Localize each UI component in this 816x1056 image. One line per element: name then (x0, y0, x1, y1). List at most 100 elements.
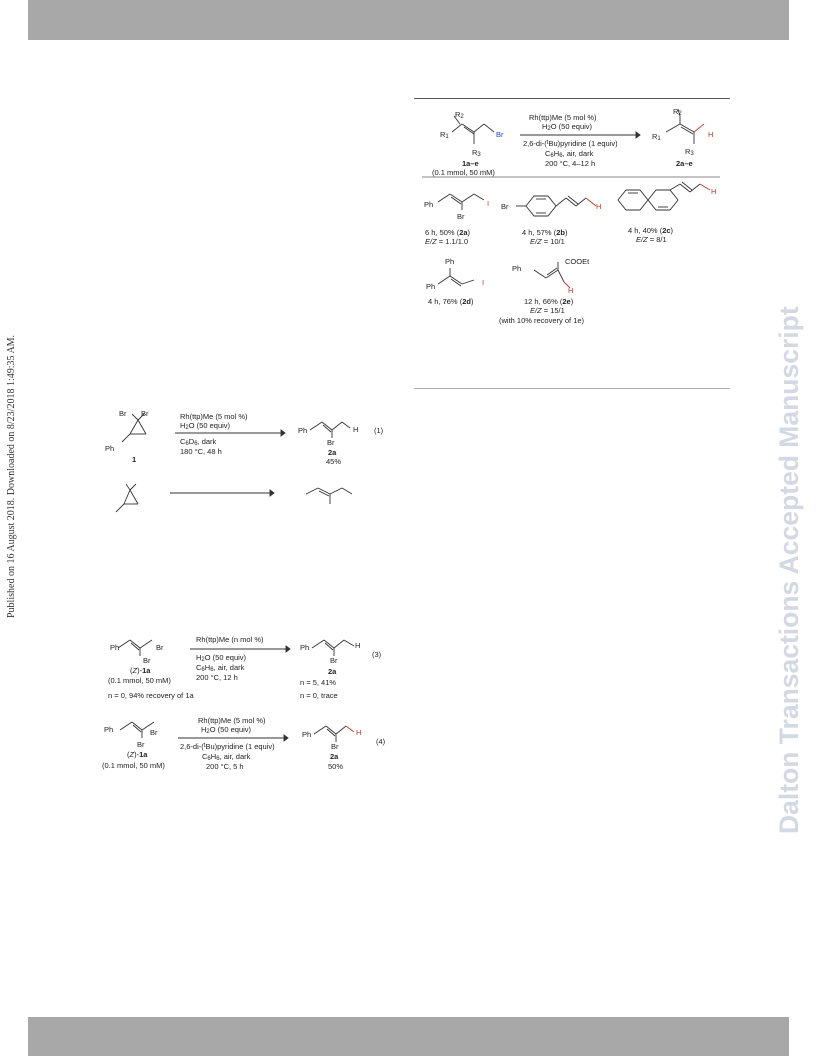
eq4-p-h: H (356, 728, 362, 737)
accepted-manuscript-watermark: Dalton Transactions Accepted Manuscript (774, 306, 804, 834)
eq3-p-ph: Ph (300, 643, 310, 652)
eq4-p-label: 2a (330, 752, 339, 761)
eq3-cond4: 200 °C, 12 h (196, 673, 238, 682)
product-2b-structure (516, 195, 597, 217)
eq4-cond1: Rh(ttp)Me (5 mol %) (198, 716, 266, 725)
product-2a-ratio: E/Z = 1.1/1.0 (425, 237, 469, 246)
eq3-br1: Br (143, 656, 151, 665)
eq1-cond3: C6D6, dark (180, 437, 217, 447)
eq4-p-ph: Ph (302, 730, 312, 739)
product-2e-structure (533, 262, 571, 289)
scheme-bottom-rule (414, 388, 730, 389)
eq3-product (311, 639, 355, 656)
pr-r2: R2 (673, 107, 682, 117)
eq3-y1: n = 5, 41% (300, 678, 337, 687)
eq4-br1: Br (137, 740, 145, 749)
header-bar (28, 0, 789, 40)
product-2c-yield: 4 h, 40% (2c) (628, 226, 674, 235)
eq4-label: (Z)-1a (127, 750, 148, 759)
product-2e-yield: 12 h, 66% (2e) (524, 297, 574, 306)
product-2c-h: H (711, 187, 717, 196)
eq4-cond5: 200 °C, 5 h (206, 762, 244, 771)
product-2a-structure (437, 193, 485, 210)
product-2d-ph2: Ph (426, 282, 436, 291)
eq1-p-yield: 45% (326, 457, 342, 466)
eq1-br1: Br (119, 409, 127, 418)
product-2e-ratio: E/Z = 15/1 (530, 306, 565, 315)
pr-label: 2a–e (676, 159, 693, 168)
product-2b-yield: 4 h, 57% (2b) (522, 228, 568, 237)
footer-bar (28, 1017, 789, 1056)
scheme-condition-2: H2O (50 equiv) (542, 122, 593, 132)
product-2c-structure (617, 181, 711, 211)
eq4-cond4: C6H6, air, dark (202, 752, 251, 762)
sm-label: 1a–e (462, 159, 479, 168)
scheme-condition-4: C6H6, air, dark (545, 149, 594, 159)
eq3-p-br: Br (330, 656, 338, 665)
eq3-note: n = 0, 94% recovery of 1a (108, 691, 194, 700)
scheme-condition-1: Rh(ttp)Me (5 mol %) (529, 113, 597, 122)
eq3-number: (3) (372, 650, 382, 659)
product-2e-ester: COOEt (565, 257, 590, 266)
eq4-product (313, 725, 355, 742)
sm-r1: R1 (440, 130, 449, 140)
sm-r2: R2 (455, 110, 464, 120)
eq4-number: (4) (376, 737, 386, 746)
eq1-cond4: 180 °C, 48 h (180, 447, 222, 456)
product-2b-ratio: E/Z = 10/1 (530, 237, 565, 246)
eq4-br2: Br (150, 728, 158, 737)
eq1-cond2: H2O (50 equiv) (180, 421, 231, 431)
product-2d-structure (437, 268, 475, 287)
eq3-label: (Z)-1a (130, 666, 151, 675)
eq1-cond1: Rh(ttp)Me (5 mol %) (180, 412, 248, 421)
product-2b-br: Br (501, 202, 509, 211)
product-2d-ph1: Ph (445, 257, 455, 266)
eq4-arrow (178, 734, 289, 742)
eq4-substrate (119, 721, 155, 738)
eq1-number: (1) (374, 426, 384, 435)
eq1-product (309, 421, 351, 438)
eq2-arrow (170, 489, 275, 497)
sm-r3: R3 (472, 148, 481, 158)
pr-h: H (708, 130, 714, 139)
eq1-br2: Br (141, 409, 149, 418)
eq4-p-br: Br (331, 742, 339, 751)
scheme-divider (422, 176, 720, 178)
eq3-p-h: H (355, 641, 361, 650)
eq4-cond3: 2,6-di-(tBu)pyridine (1 equiv) (180, 742, 275, 751)
eq1-ph: Ph (105, 444, 115, 453)
product-2d-yield: 4 h, 76% (2d) (428, 297, 474, 306)
eq4-sub: (0.1 mmol, 50 mM) (102, 761, 165, 770)
product-2c-ratio: E/Z = 8/1 (636, 235, 667, 244)
eq1-p-label: 2a (328, 448, 337, 457)
eq3-arrow (190, 645, 291, 653)
eq3-ph: Ph (110, 643, 120, 652)
scheme-arrow (520, 131, 641, 139)
eq1-p-h: H (353, 425, 359, 434)
product-2a-h: I (487, 199, 490, 208)
product-2b-h: H (596, 202, 602, 211)
eq3-cond1: Rh(ttp)Me (n mol %) (196, 635, 264, 644)
eq3-p-label: 2a (328, 667, 337, 676)
eq3-cond3: C6H6, air, dark (196, 663, 245, 673)
product-2a-ph: Ph (424, 200, 434, 209)
eq3-sub: (0.1 mmol, 50 mM) (108, 676, 171, 685)
product-structure (665, 108, 705, 144)
eq1-cyclopropane (121, 413, 147, 443)
pr-r3: R3 (685, 147, 694, 157)
pr-r1: R1 (652, 132, 661, 142)
product-2e-h: H (568, 286, 574, 295)
eq3-br2: Br (156, 643, 164, 652)
sm-br: Br (496, 130, 504, 139)
sm-concentration: (0.1 mmol, 50 mM) (432, 168, 495, 177)
scheme-top-rule (414, 98, 730, 99)
eq4-p-yield: 50% (328, 762, 344, 771)
eq1-label: 1 (132, 455, 137, 464)
download-stamp: Published on 16 August 2018. Downloaded … (6, 334, 17, 618)
eq2-product (305, 487, 353, 504)
product-2a-yield: 6 h, 50% (2a) (425, 228, 471, 237)
scheme-condition-5: 200 °C, 4–12 h (545, 159, 596, 168)
eq3-y2: n = 0, trace (300, 691, 338, 700)
eq4-ph: Ph (104, 725, 114, 734)
product-2d-h: I (482, 278, 485, 287)
